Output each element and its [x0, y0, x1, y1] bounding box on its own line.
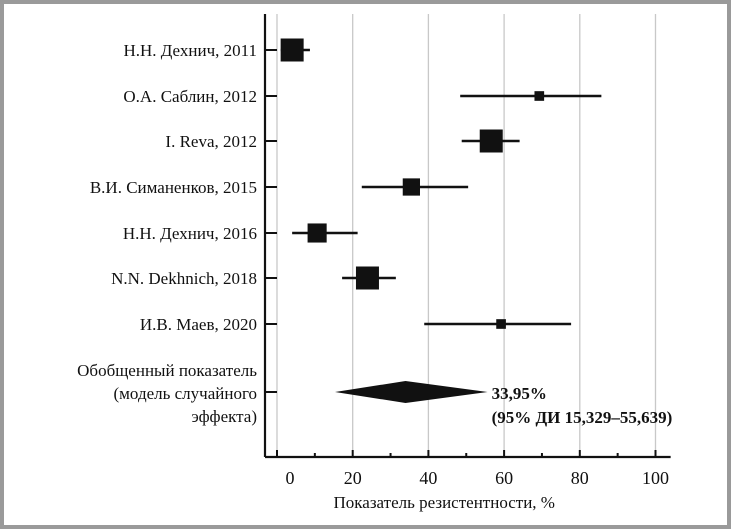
study-estimate-square: [280, 38, 304, 62]
pooled-estimate-annotation: 33,95%: [492, 384, 547, 403]
x-tick-label: 20: [344, 468, 362, 488]
study-label: Н.Н. Дехнич, 2011: [123, 41, 257, 60]
x-tick-label: 0: [286, 468, 295, 488]
x-axis-label: Показатель резистентности, %: [334, 493, 555, 512]
study-estimate-square: [307, 223, 327, 243]
x-tick-label: 60: [495, 468, 513, 488]
pooled-ci-annotation: (95% ДИ 15,329–55,639): [492, 408, 673, 427]
x-tick-label: 100: [642, 468, 669, 488]
chart-frame: 0 20 40 60 80 100 Показатель резистентности, %…: [4, 4, 727, 525]
study-estimate-square: [479, 129, 503, 153]
study-label: Н.Н. Дехнич, 2016: [123, 224, 257, 243]
study-label: В.И. Симаненков, 2015: [90, 178, 257, 197]
forest-plot: 0 20 40 60 80 100 Показатель резистентности, %…: [77, 14, 673, 512]
study-estimate-square: [534, 91, 545, 101]
study-estimate-square: [402, 178, 420, 196]
pooled-label-line: (модель случайного: [114, 384, 257, 403]
x-tick-label: 80: [571, 468, 589, 488]
pooled-label-line: Обобщенный показатель: [77, 361, 257, 380]
study-label: О.А. Саблин, 2012: [123, 87, 257, 106]
study-label: И.В. Маев, 2020: [140, 315, 257, 334]
study-estimate-square: [496, 319, 506, 329]
x-tick-label: 40: [419, 468, 437, 488]
pooled-diamond: [335, 381, 488, 403]
pooled-label-line: эффекта): [191, 407, 257, 426]
study-label: N.N. Dekhnich, 2018: [111, 269, 257, 288]
study-label: I. Reva, 2012: [165, 132, 257, 151]
study-estimate-square: [355, 266, 379, 290]
